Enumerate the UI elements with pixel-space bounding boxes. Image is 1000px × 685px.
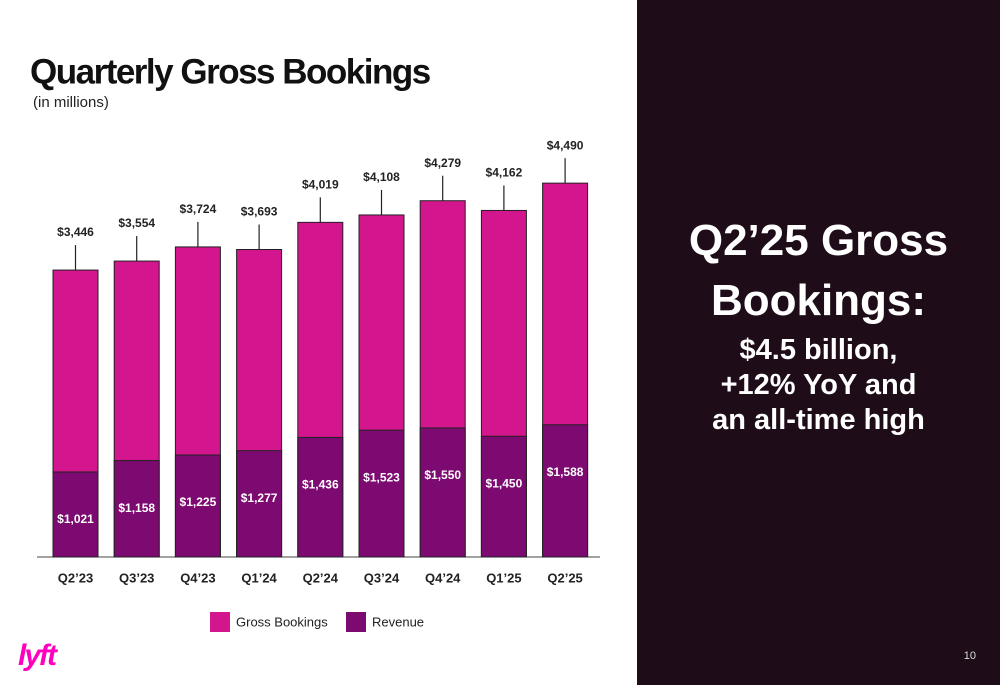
revenue-bar <box>358 429 405 558</box>
highlight-heading: Q2’25 Gross <box>688 216 949 265</box>
legend-swatch <box>210 612 230 632</box>
legend-label: Gross Bookings <box>236 614 328 629</box>
highlight-line: an all-time high <box>712 404 925 436</box>
value-label: $3,446 <box>57 225 94 239</box>
legend-swatch <box>346 612 366 632</box>
revenue-bar <box>174 454 221 558</box>
value-label: $3,693 <box>241 205 278 219</box>
logo: lyft <box>18 639 59 672</box>
revenue-bar <box>542 424 589 558</box>
x-tick-label: Q4’23 <box>180 570 215 585</box>
revenue-bar <box>480 435 527 558</box>
value-label: $1,588 <box>547 465 584 479</box>
page-number: 10 <box>963 650 976 662</box>
value-label: $3,554 <box>118 216 155 230</box>
highlight-line: +12% YoY and <box>720 369 917 401</box>
value-label: $1,277 <box>241 491 278 505</box>
value-label: $1,021 <box>57 512 94 526</box>
value-label: $1,523 <box>363 470 400 484</box>
value-label: $3,724 <box>180 202 217 216</box>
value-label: $4,279 <box>424 156 461 170</box>
value-label: $1,550 <box>424 468 461 482</box>
x-tick-label: Q1’24 <box>241 570 277 585</box>
legend-label: Revenue <box>372 614 424 629</box>
highlight-line: $4.5 billion, <box>739 334 898 366</box>
revenue-bar <box>419 427 466 558</box>
revenue-bar <box>113 460 160 558</box>
value-label: $4,162 <box>486 166 523 180</box>
x-tick-label: Q3’23 <box>119 570 154 585</box>
highlight-panel: Q2’25 Gross Bookings: $4.5 billion, +12%… <box>637 0 1000 685</box>
revenue-bar <box>236 450 283 558</box>
x-tick-label: Q2’23 <box>58 570 93 585</box>
x-tick-label: Q2’25 <box>547 570 582 585</box>
x-tick-label: Q4’24 <box>425 570 461 585</box>
x-tick-label: Q3’24 <box>364 570 400 585</box>
value-label: $4,490 <box>547 138 584 152</box>
chart-subtitle: (in millions) <box>33 94 109 111</box>
value-label: $1,158 <box>118 501 155 515</box>
revenue-bar <box>297 436 344 558</box>
x-tick-label: Q2’24 <box>303 570 339 585</box>
value-label: $1,450 <box>486 476 523 490</box>
chart-title: Quarterly Gross Bookings <box>30 52 431 91</box>
x-tick-label: Q1’25 <box>486 570 521 585</box>
revenue-bar <box>52 471 99 558</box>
highlight-heading: Bookings: <box>710 276 927 325</box>
value-label: $4,019 <box>302 178 339 192</box>
value-label: $1,225 <box>180 495 217 509</box>
chart: Quarterly Gross Bookings (in millions) l… <box>18 52 600 672</box>
value-label: $4,108 <box>363 170 400 184</box>
value-label: $1,436 <box>302 478 339 492</box>
